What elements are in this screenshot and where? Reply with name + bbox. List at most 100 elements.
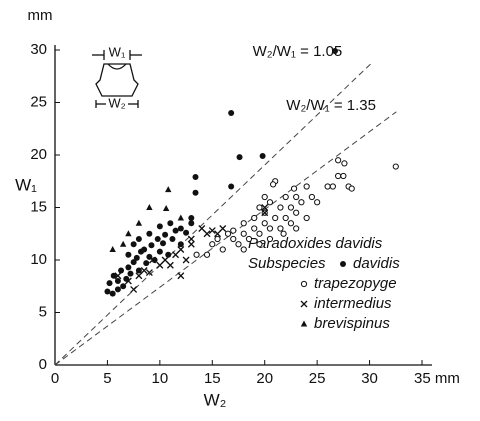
y-tick-label: 5 [39,303,47,320]
point [335,172,342,180]
y-tick-label: 20 [30,146,47,163]
point [272,214,279,222]
point [392,163,399,170]
point [165,251,172,258]
point [277,204,284,211]
point [261,209,269,217]
point [314,199,321,206]
point [106,280,113,287]
point [118,267,125,274]
x-axis-label: W₂ [204,390,227,409]
legend-marker [300,300,308,308]
point [143,260,150,267]
x-tick-label: 35 mm [414,370,460,387]
x-tick-label: 15 [204,370,221,387]
point [235,241,242,248]
point [256,230,263,237]
y-axis-label: W₁ [15,175,37,194]
point [114,286,121,293]
point [219,225,227,232]
point [172,251,180,259]
point [156,223,163,230]
point [340,172,347,180]
point [135,272,143,280]
point [261,204,269,211]
y-unit: mm [28,7,53,24]
legend-label: brevispinus [314,315,390,332]
point [266,225,274,232]
point [110,272,117,279]
point [293,209,300,216]
point [177,241,184,248]
point [193,251,200,258]
point [162,205,170,212]
point [182,256,190,264]
point [172,227,179,234]
point [177,225,184,232]
point [228,183,235,190]
point [293,193,300,201]
point [135,236,142,242]
point [130,285,138,293]
point [109,290,116,297]
x-tick-label: 5 [103,370,111,387]
point [251,225,258,232]
point [177,246,185,253]
point [224,230,232,237]
point [167,220,174,227]
point [266,199,274,206]
ratio-line [54,63,371,366]
point [245,235,253,243]
point [166,261,174,269]
point [161,256,169,264]
point [140,267,148,274]
point [335,157,342,164]
point [287,204,295,211]
point [149,256,156,264]
point [133,254,140,261]
y-tick-label: 30 [30,41,47,58]
point [114,278,121,284]
point [148,242,155,249]
point [156,248,163,255]
inset-label: W₁ [109,44,126,59]
point [198,225,206,232]
point [135,219,143,226]
point [119,240,127,247]
x-tick-label: 30 [361,370,378,387]
point [124,277,132,285]
point [240,230,247,237]
point [341,160,348,167]
point [188,215,195,221]
point [187,240,195,248]
ratio-line [54,111,397,366]
x-tick-label: 10 [152,370,169,387]
point [203,230,211,238]
point [348,185,355,192]
legend-marker [340,261,346,267]
point [261,193,268,201]
point [277,225,284,232]
point [209,241,216,248]
point [187,235,195,243]
point [259,153,266,160]
point [329,183,336,190]
point [125,264,132,271]
point [145,269,153,277]
point [230,235,237,243]
point [230,227,237,234]
point [125,230,132,237]
legend-label: davidis [353,255,400,272]
y-tick-label: 25 [30,93,47,110]
x-tick-label: 0 [51,370,59,387]
point [282,193,289,201]
y-tick-label: 10 [30,251,47,268]
y-tick-label: 15 [30,198,47,215]
point [303,214,310,222]
legend-subtitle: Subspecies [248,255,326,272]
point [146,204,153,210]
legend-title: Paradoxides davidis [248,235,383,252]
point [298,199,305,206]
point [270,181,277,188]
point [303,183,310,190]
